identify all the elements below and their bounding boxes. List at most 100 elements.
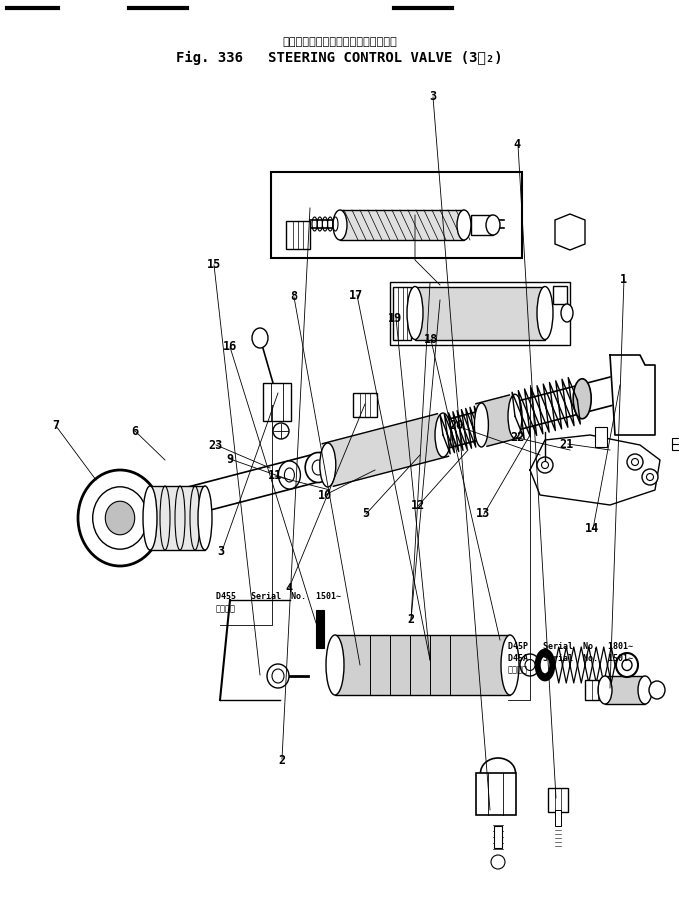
Bar bbox=[316, 610, 324, 648]
Polygon shape bbox=[555, 672, 585, 708]
Text: 22: 22 bbox=[511, 431, 524, 444]
Text: 23: 23 bbox=[209, 439, 223, 452]
Bar bbox=[605, 676, 645, 704]
Ellipse shape bbox=[537, 287, 553, 339]
Bar bbox=[672, 438, 679, 450]
Ellipse shape bbox=[642, 469, 658, 485]
Ellipse shape bbox=[525, 659, 535, 670]
Ellipse shape bbox=[285, 468, 295, 482]
Ellipse shape bbox=[646, 474, 653, 480]
Text: 3: 3 bbox=[217, 545, 224, 558]
Text: 13: 13 bbox=[477, 507, 490, 520]
Ellipse shape bbox=[407, 287, 423, 339]
Ellipse shape bbox=[491, 855, 505, 869]
Text: 6: 6 bbox=[131, 425, 138, 438]
Ellipse shape bbox=[598, 676, 612, 704]
Bar bbox=[585, 680, 605, 700]
Ellipse shape bbox=[312, 460, 324, 475]
Text: 10: 10 bbox=[318, 489, 331, 502]
Ellipse shape bbox=[631, 458, 638, 466]
Ellipse shape bbox=[573, 379, 591, 419]
Text: 19: 19 bbox=[388, 312, 402, 325]
Text: 21: 21 bbox=[560, 438, 574, 451]
Text: ステアリング　コントロール　バルブ: ステアリング コントロール バルブ bbox=[282, 37, 397, 47]
Bar bbox=[494, 826, 502, 848]
Ellipse shape bbox=[561, 304, 573, 322]
Bar bbox=[353, 393, 377, 417]
Ellipse shape bbox=[537, 457, 553, 473]
Text: D45P   Serial  No.  1801∼: D45P Serial No. 1801∼ bbox=[508, 642, 633, 651]
Text: 7: 7 bbox=[52, 420, 59, 432]
Bar bbox=[476, 773, 516, 815]
Ellipse shape bbox=[486, 215, 500, 235]
Polygon shape bbox=[323, 414, 449, 486]
Ellipse shape bbox=[508, 395, 522, 438]
Bar bbox=[263, 383, 291, 421]
Text: 4: 4 bbox=[514, 138, 521, 151]
Text: 2: 2 bbox=[278, 754, 285, 767]
Bar bbox=[340, 210, 464, 240]
Text: 14: 14 bbox=[585, 522, 599, 535]
Ellipse shape bbox=[536, 650, 554, 680]
Text: 15: 15 bbox=[207, 258, 221, 271]
Ellipse shape bbox=[457, 210, 471, 240]
Text: 5: 5 bbox=[362, 507, 369, 520]
Ellipse shape bbox=[540, 656, 550, 674]
Ellipse shape bbox=[616, 653, 638, 677]
Text: 11: 11 bbox=[268, 469, 282, 482]
Bar bbox=[415, 287, 545, 340]
Text: 4: 4 bbox=[285, 582, 292, 595]
Text: 20: 20 bbox=[449, 420, 463, 432]
Ellipse shape bbox=[267, 664, 289, 688]
Polygon shape bbox=[610, 355, 655, 435]
Ellipse shape bbox=[649, 681, 665, 699]
Ellipse shape bbox=[435, 413, 451, 457]
Bar bbox=[390, 282, 570, 345]
Bar bbox=[548, 788, 568, 812]
Ellipse shape bbox=[326, 635, 344, 695]
Bar bbox=[555, 810, 561, 826]
Ellipse shape bbox=[627, 454, 643, 470]
Text: 適用号第: 適用号第 bbox=[508, 666, 528, 675]
Bar bbox=[286, 221, 310, 249]
Ellipse shape bbox=[105, 502, 134, 535]
Ellipse shape bbox=[143, 486, 157, 550]
Ellipse shape bbox=[93, 487, 147, 550]
Text: 16: 16 bbox=[223, 340, 236, 353]
Ellipse shape bbox=[252, 328, 268, 348]
Ellipse shape bbox=[198, 486, 212, 550]
Text: 3: 3 bbox=[430, 90, 437, 103]
Text: 2: 2 bbox=[407, 613, 414, 626]
Ellipse shape bbox=[320, 443, 336, 487]
Ellipse shape bbox=[475, 403, 488, 447]
Ellipse shape bbox=[273, 423, 289, 439]
Bar bbox=[150, 486, 205, 550]
Polygon shape bbox=[476, 395, 521, 446]
Bar bbox=[553, 286, 567, 304]
Bar bbox=[393, 287, 411, 340]
Ellipse shape bbox=[541, 462, 549, 468]
Ellipse shape bbox=[333, 210, 347, 240]
Text: 適用号第: 適用号第 bbox=[216, 604, 236, 613]
Ellipse shape bbox=[278, 461, 300, 489]
Text: D45A   Serial  No.  1501∼: D45A Serial No. 1501∼ bbox=[508, 654, 633, 663]
Ellipse shape bbox=[272, 669, 284, 683]
Ellipse shape bbox=[638, 676, 652, 704]
Text: 12: 12 bbox=[411, 499, 424, 512]
Polygon shape bbox=[530, 435, 660, 505]
Bar bbox=[335, 635, 510, 695]
Bar bbox=[471, 215, 493, 235]
Ellipse shape bbox=[622, 659, 632, 670]
Text: Fig. 336   STEERING CONTROL VALVE (3⁄₂): Fig. 336 STEERING CONTROL VALVE (3⁄₂) bbox=[176, 51, 503, 65]
Ellipse shape bbox=[78, 470, 162, 566]
Text: D455   Serial  No.  1501∼: D455 Serial No. 1501∼ bbox=[216, 592, 341, 601]
Ellipse shape bbox=[305, 453, 331, 482]
Ellipse shape bbox=[520, 654, 540, 676]
Text: 17: 17 bbox=[350, 289, 363, 301]
Text: 8: 8 bbox=[290, 290, 297, 303]
Bar bbox=[271, 172, 522, 258]
Text: 1: 1 bbox=[620, 273, 627, 286]
Ellipse shape bbox=[501, 635, 519, 695]
Bar bbox=[595, 427, 607, 447]
Text: 9: 9 bbox=[226, 453, 233, 466]
